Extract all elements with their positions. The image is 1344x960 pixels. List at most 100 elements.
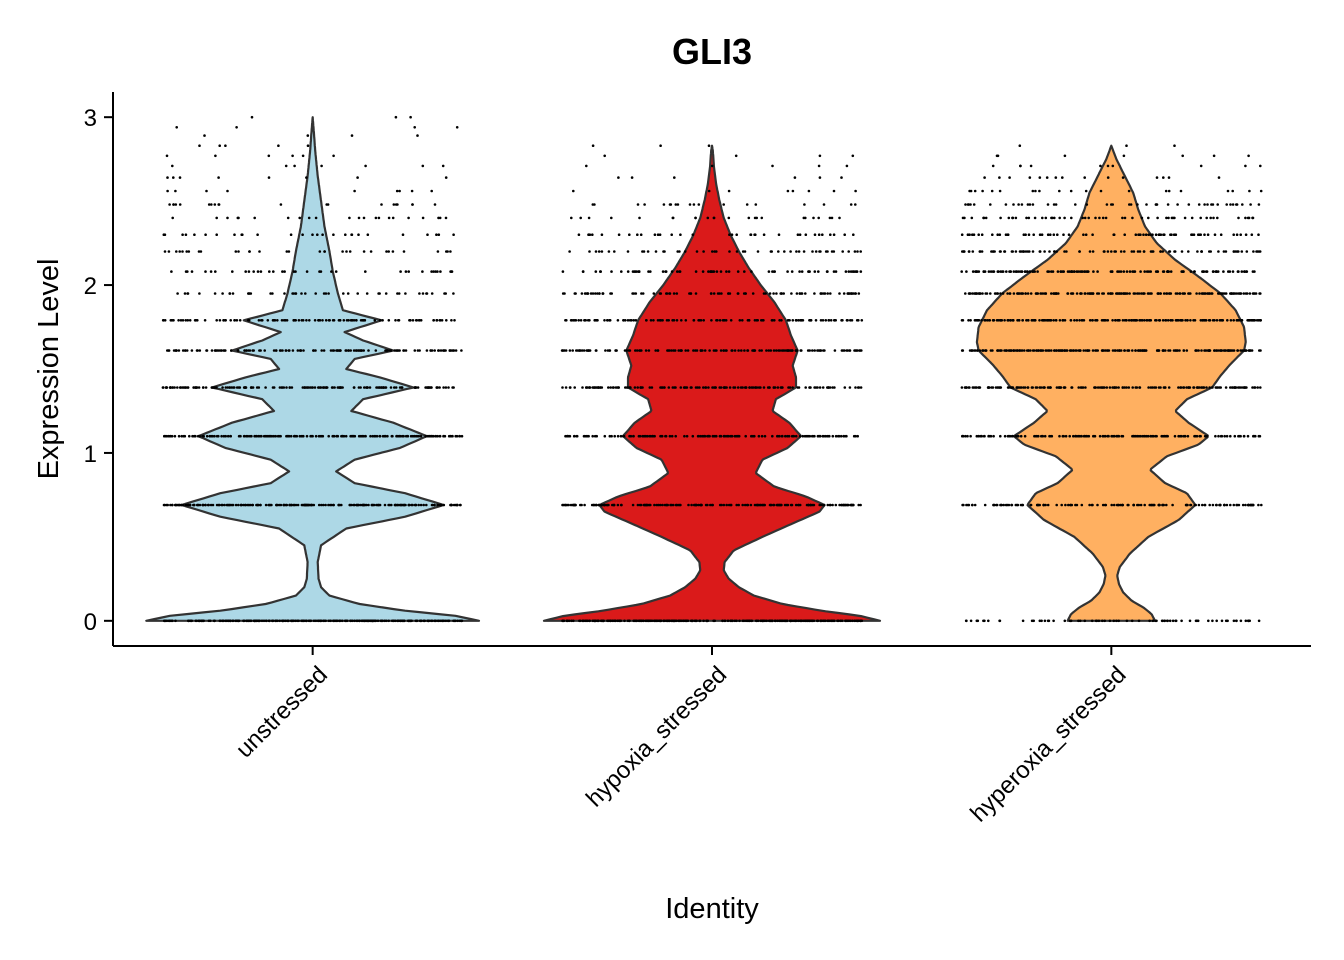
data-point bbox=[304, 292, 307, 295]
data-point bbox=[967, 503, 971, 507]
data-point bbox=[702, 319, 705, 322]
data-point bbox=[694, 292, 698, 295]
data-point bbox=[179, 319, 183, 322]
data-point bbox=[174, 619, 177, 623]
data-point bbox=[992, 434, 995, 438]
data-point bbox=[304, 503, 307, 507]
data-point bbox=[1045, 176, 1049, 179]
data-point bbox=[1217, 176, 1221, 179]
data-point bbox=[610, 434, 613, 438]
data-point bbox=[363, 386, 366, 389]
data-point bbox=[177, 349, 181, 352]
data-point bbox=[674, 434, 677, 438]
data-point bbox=[701, 270, 705, 273]
data-point bbox=[348, 503, 352, 507]
data-point bbox=[335, 434, 339, 438]
data-point bbox=[316, 233, 319, 236]
data-point bbox=[415, 619, 419, 623]
data-point bbox=[1088, 319, 1092, 322]
data-point bbox=[738, 319, 742, 322]
data-point bbox=[1168, 250, 1171, 253]
data-point bbox=[172, 349, 176, 352]
data-point bbox=[278, 619, 282, 623]
data-point bbox=[450, 434, 454, 438]
data-point bbox=[223, 503, 226, 507]
data-point bbox=[1229, 203, 1232, 206]
data-point bbox=[671, 319, 674, 322]
data-point bbox=[226, 189, 229, 193]
data-point bbox=[1162, 270, 1166, 273]
data-point bbox=[258, 619, 261, 623]
data-point bbox=[776, 619, 779, 623]
data-point bbox=[603, 319, 606, 322]
data-point bbox=[321, 319, 324, 322]
data-point bbox=[1235, 233, 1239, 236]
data-point bbox=[1234, 386, 1237, 389]
data-point bbox=[1232, 292, 1235, 295]
data-point bbox=[1121, 386, 1125, 389]
data-point bbox=[608, 349, 612, 352]
data-point bbox=[174, 189, 177, 193]
data-point bbox=[233, 319, 237, 322]
data-point bbox=[993, 292, 997, 295]
data-point bbox=[1128, 203, 1131, 206]
data-point bbox=[1208, 503, 1211, 507]
data-point bbox=[1252, 250, 1255, 253]
data-point bbox=[1239, 349, 1242, 352]
data-point bbox=[1127, 503, 1130, 507]
data-point bbox=[1056, 270, 1060, 273]
data-point bbox=[186, 270, 189, 273]
data-point bbox=[594, 349, 598, 352]
data-point bbox=[1098, 434, 1102, 438]
data-point bbox=[1138, 319, 1141, 322]
data-point bbox=[859, 270, 863, 273]
data-point bbox=[1041, 216, 1044, 220]
data-point bbox=[1101, 216, 1105, 220]
data-point bbox=[376, 619, 380, 623]
data-point bbox=[1078, 250, 1081, 253]
data-point bbox=[789, 503, 793, 507]
data-point bbox=[969, 619, 973, 623]
data-point bbox=[1021, 503, 1025, 507]
data-point bbox=[1118, 349, 1121, 352]
data-point bbox=[854, 349, 857, 352]
data-point bbox=[290, 386, 294, 389]
data-point bbox=[1014, 270, 1018, 273]
data-point bbox=[698, 619, 702, 623]
data-point bbox=[596, 292, 599, 295]
data-point bbox=[364, 270, 367, 273]
data-point bbox=[648, 386, 652, 389]
data-point bbox=[1166, 319, 1170, 322]
data-point bbox=[719, 270, 723, 273]
data-point bbox=[184, 319, 188, 322]
data-point bbox=[231, 619, 235, 623]
data-point bbox=[1222, 349, 1226, 352]
data-point bbox=[984, 349, 988, 352]
data-point bbox=[680, 319, 683, 322]
data-point bbox=[736, 386, 740, 389]
data-point bbox=[990, 189, 994, 193]
data-point bbox=[757, 434, 761, 438]
data-point bbox=[973, 189, 977, 193]
data-point bbox=[737, 349, 740, 352]
data-point bbox=[715, 270, 719, 273]
data-point bbox=[705, 619, 708, 623]
data-point bbox=[619, 619, 623, 623]
data-point bbox=[1119, 270, 1123, 273]
data-point bbox=[823, 619, 826, 623]
data-point bbox=[710, 319, 713, 322]
data-point bbox=[567, 434, 571, 438]
data-point bbox=[1220, 619, 1224, 623]
data-point bbox=[735, 250, 739, 253]
data-point bbox=[1068, 434, 1071, 438]
data-point bbox=[314, 619, 318, 623]
data-point bbox=[1031, 189, 1035, 193]
data-point bbox=[583, 619, 587, 623]
data-point bbox=[713, 386, 717, 389]
data-point bbox=[272, 349, 276, 352]
data-point bbox=[1063, 619, 1067, 623]
data-point bbox=[711, 386, 714, 389]
data-point bbox=[396, 619, 399, 623]
data-point bbox=[1026, 203, 1030, 206]
data-point bbox=[225, 503, 229, 507]
